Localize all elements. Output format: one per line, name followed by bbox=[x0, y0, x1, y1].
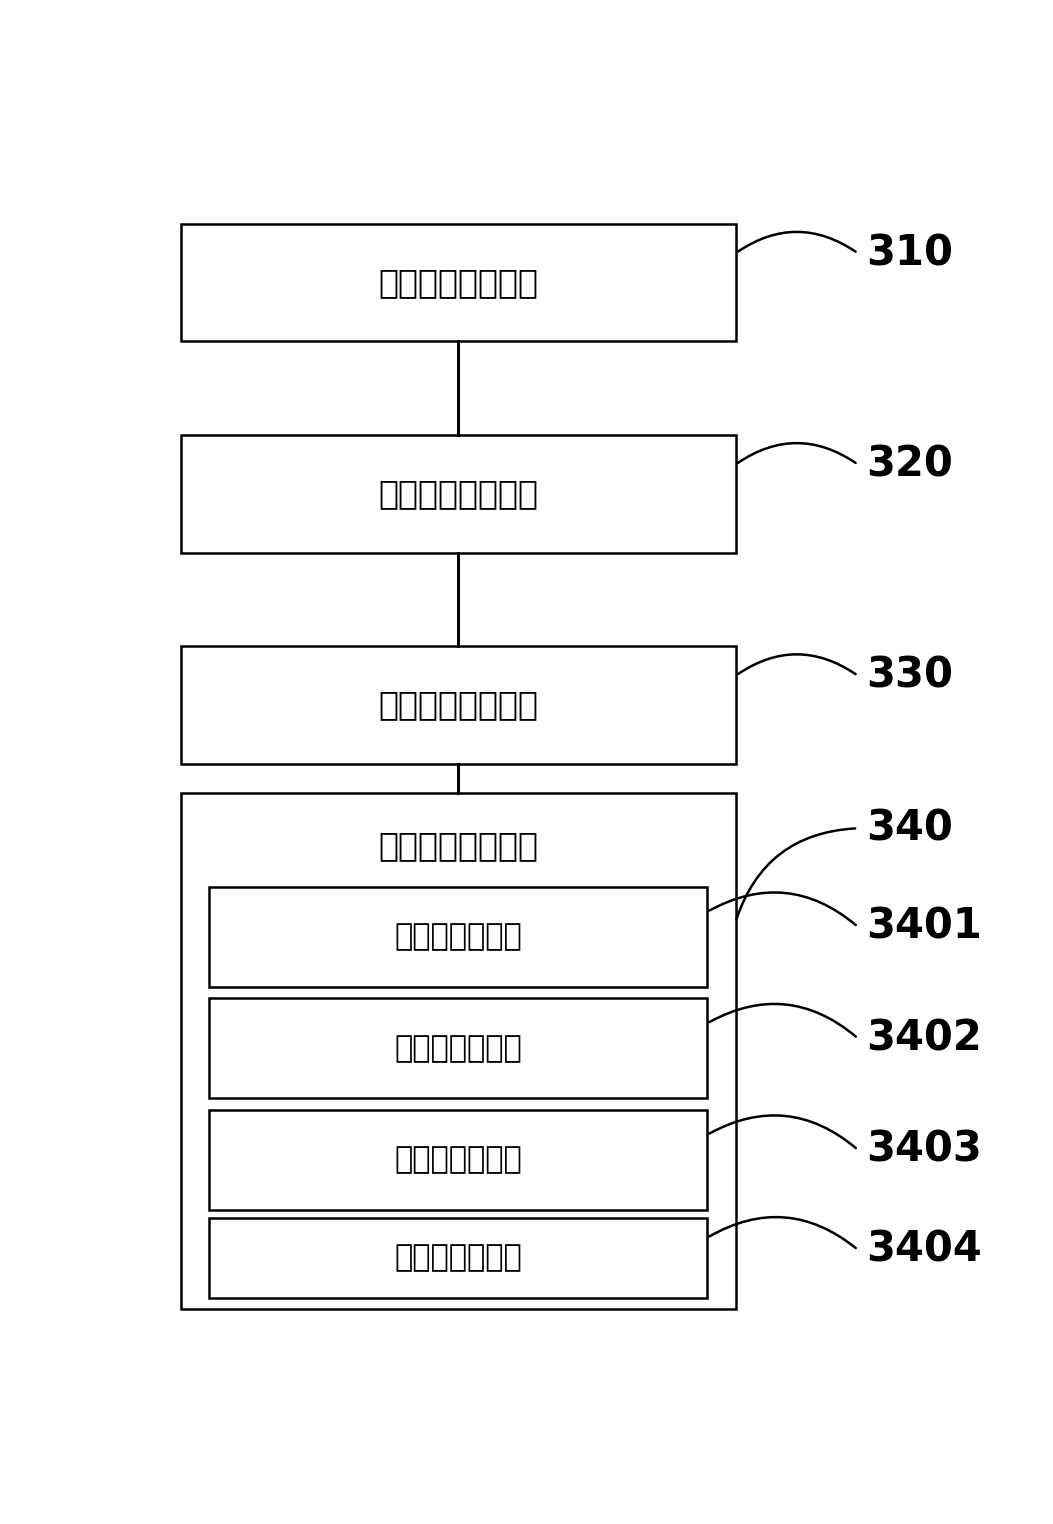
FancyBboxPatch shape bbox=[181, 224, 735, 341]
FancyBboxPatch shape bbox=[181, 436, 735, 553]
FancyBboxPatch shape bbox=[210, 1109, 707, 1210]
Text: 触发信号获取模块: 触发信号获取模块 bbox=[378, 267, 538, 299]
FancyBboxPatch shape bbox=[210, 1218, 707, 1298]
FancyBboxPatch shape bbox=[181, 646, 735, 764]
Text: 第二控制子模块: 第二控制子模块 bbox=[394, 1033, 522, 1062]
Text: 340: 340 bbox=[867, 808, 953, 849]
Text: 环境亮度测量模块: 环境亮度测量模块 bbox=[378, 689, 538, 721]
Text: 3403: 3403 bbox=[867, 1129, 982, 1170]
Text: 3401: 3401 bbox=[867, 905, 982, 948]
Text: 触发时刻检测模块: 触发时刻检测模块 bbox=[378, 477, 538, 511]
FancyBboxPatch shape bbox=[210, 887, 707, 986]
Text: 第三控制子模块: 第三控制子模块 bbox=[394, 1146, 522, 1175]
Text: 第四控制子模块: 第四控制子模块 bbox=[394, 1244, 522, 1273]
FancyBboxPatch shape bbox=[210, 998, 707, 1099]
Text: 3404: 3404 bbox=[867, 1228, 981, 1271]
Text: 330: 330 bbox=[867, 655, 953, 696]
Text: 3402: 3402 bbox=[867, 1018, 981, 1059]
Text: 310: 310 bbox=[867, 232, 953, 274]
Text: 320: 320 bbox=[867, 443, 953, 486]
Text: 显示亮度控制模块: 显示亮度控制模块 bbox=[378, 829, 538, 863]
FancyBboxPatch shape bbox=[181, 792, 735, 1309]
Text: 第一控制子模块: 第一控制子模块 bbox=[394, 922, 522, 951]
